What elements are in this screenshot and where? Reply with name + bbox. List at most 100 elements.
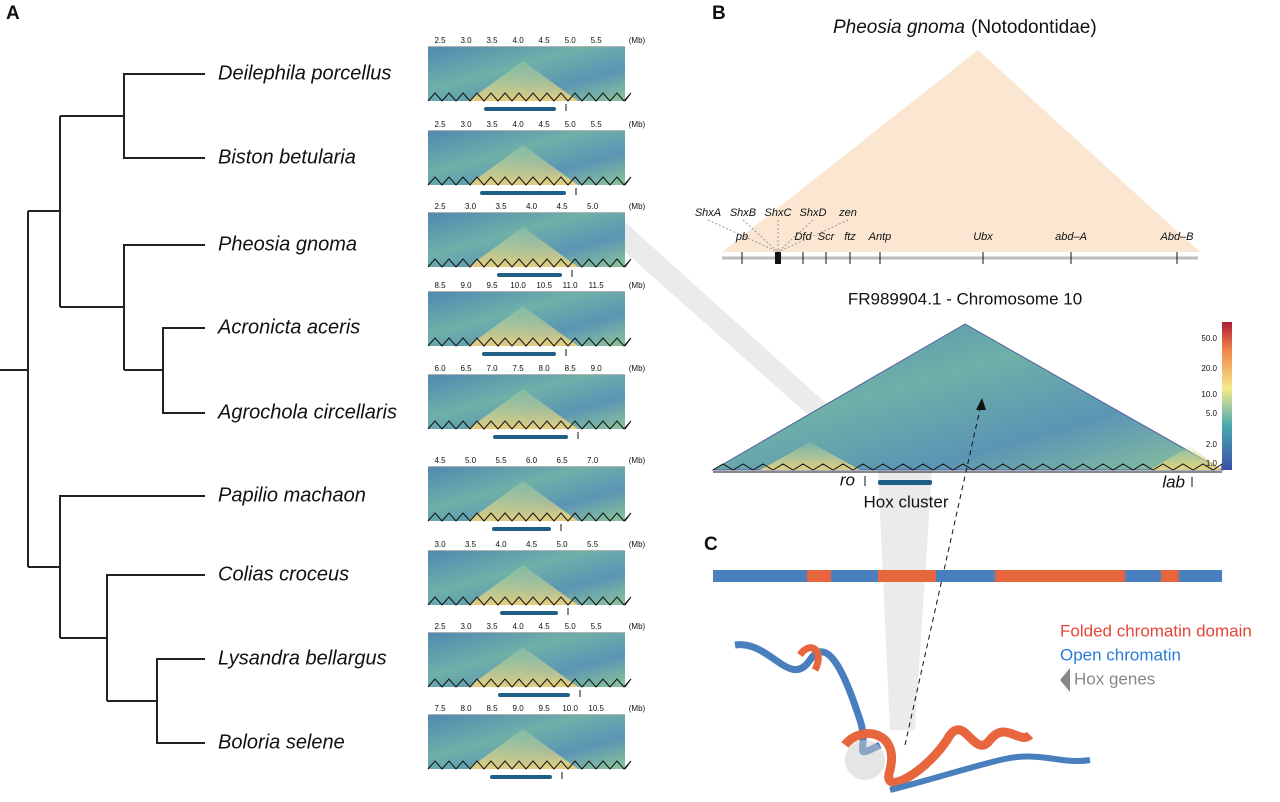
tick-label: 5.0 xyxy=(557,540,569,549)
tick-label: 5.0 xyxy=(465,456,477,465)
folded xyxy=(995,570,1125,582)
tick-label: 3.0 xyxy=(460,622,472,631)
tick-label: 5.0 xyxy=(565,120,577,129)
colorbar xyxy=(1222,322,1232,470)
tad-line xyxy=(427,337,632,347)
gene-link xyxy=(777,219,849,253)
unit: (Mb) xyxy=(629,622,646,631)
tick-label: 8.0 xyxy=(460,704,472,713)
tick-label: 2.5 xyxy=(434,36,446,45)
chromosome-title: FR989904.1 - Chromosome 10 xyxy=(848,289,1082,308)
species-name: Boloria selene xyxy=(218,731,345,753)
unit: (Mb) xyxy=(629,202,646,211)
species-name: Papilio machaon xyxy=(218,484,366,506)
hox-arrow xyxy=(480,191,566,195)
lab-label: lab xyxy=(1162,472,1185,491)
heat xyxy=(468,565,578,605)
tick-label: 4.5 xyxy=(434,456,446,465)
tick-label: 8.5 xyxy=(565,364,577,373)
tick-label: 4.5 xyxy=(526,540,538,549)
tick-label: 6.5 xyxy=(460,364,472,373)
unit: (Mb) xyxy=(629,364,646,373)
arrowhead xyxy=(976,398,986,410)
gene-label: Scr xyxy=(818,231,836,243)
tick-label: 5.5 xyxy=(591,36,603,45)
tick-label: 3.5 xyxy=(495,202,507,211)
tick-label: 3.5 xyxy=(486,622,498,631)
tick-label: 6.0 xyxy=(434,364,446,373)
tick-label: 4.5 xyxy=(539,120,551,129)
hox-bar xyxy=(878,480,932,485)
gene-label: abd–A xyxy=(1055,231,1087,243)
hox-arrow xyxy=(497,273,562,277)
tick-label: 4.0 xyxy=(513,622,525,631)
gene-label: ShxA xyxy=(695,207,721,219)
tick-label: 9.0 xyxy=(591,364,603,373)
hox-arrow xyxy=(490,775,552,779)
unit: (Mb) xyxy=(629,120,646,129)
folded xyxy=(1161,570,1179,582)
colorbar-label: 1.0 xyxy=(1206,459,1218,468)
panel-label: A xyxy=(6,3,20,24)
legend-open: Open chromatin xyxy=(1060,645,1181,664)
colorbar-label: 20.0 xyxy=(1201,364,1217,373)
tick-label: 4.0 xyxy=(495,540,507,549)
species-title: Pheosia gnoma xyxy=(833,17,965,38)
tick-label: 11.5 xyxy=(589,281,605,290)
tad-line xyxy=(427,760,632,770)
tick-label: 10.5 xyxy=(536,281,552,290)
tick-label: 5.0 xyxy=(587,202,599,211)
heat xyxy=(468,306,578,346)
tick-label: 5.5 xyxy=(587,540,599,549)
tad-line xyxy=(712,463,1223,471)
species-name: Agrochola circellaris xyxy=(217,401,397,423)
tick-label: 3.0 xyxy=(460,36,472,45)
tick-label: 5.0 xyxy=(565,36,577,45)
species-name: Pheosia gnoma xyxy=(218,233,357,255)
ro-label: ro xyxy=(840,470,855,489)
tick-label: 7.5 xyxy=(513,364,525,373)
phylogeny xyxy=(0,73,205,744)
hox-icon xyxy=(1060,668,1070,692)
gene-label: ShxC xyxy=(765,207,792,219)
unit: (Mb) xyxy=(629,281,646,290)
family: (Notodontidae) xyxy=(971,17,1097,38)
species-name: Colias croceus xyxy=(218,563,349,585)
heat xyxy=(760,442,860,470)
unit: (Mb) xyxy=(629,704,646,713)
colorbar-label: 2.0 xyxy=(1206,440,1218,449)
tick-label: 3.0 xyxy=(434,540,446,549)
legend-folded: Folded chromatin domain xyxy=(1060,621,1252,640)
hox-arrow xyxy=(493,435,568,439)
gene-label: Abd–B xyxy=(1159,231,1193,243)
tad-line xyxy=(427,258,632,268)
unit: (Mb) xyxy=(629,456,646,465)
hox-arrow xyxy=(498,693,570,697)
gene-label: ShxD xyxy=(800,207,827,219)
gene-label: Dfd xyxy=(794,231,812,243)
tick-label: 4.5 xyxy=(557,202,569,211)
panel-label: C xyxy=(704,534,718,555)
tad-line xyxy=(427,420,632,430)
heat xyxy=(468,729,578,769)
hox-arrow xyxy=(500,611,558,615)
domain-triangle xyxy=(722,50,1200,252)
tick-label: 6.5 xyxy=(557,456,569,465)
hox-arrow xyxy=(482,352,556,356)
tad-line xyxy=(427,596,632,606)
species-name: Lysandra bellargus xyxy=(218,647,387,669)
tick-label: 4.0 xyxy=(513,120,525,129)
tad-line xyxy=(427,176,632,186)
gene-label: Ubx xyxy=(973,231,993,243)
ribbon xyxy=(797,644,822,672)
tick-label: 3.0 xyxy=(465,202,477,211)
hox-genes xyxy=(845,740,885,780)
heat xyxy=(468,647,578,687)
tick-label: 6.0 xyxy=(526,456,538,465)
tick-label: 2.5 xyxy=(434,202,446,211)
folded xyxy=(878,570,936,582)
tick-label: 4.0 xyxy=(526,202,538,211)
ribbon xyxy=(889,753,1091,793)
shx-block xyxy=(775,252,781,264)
